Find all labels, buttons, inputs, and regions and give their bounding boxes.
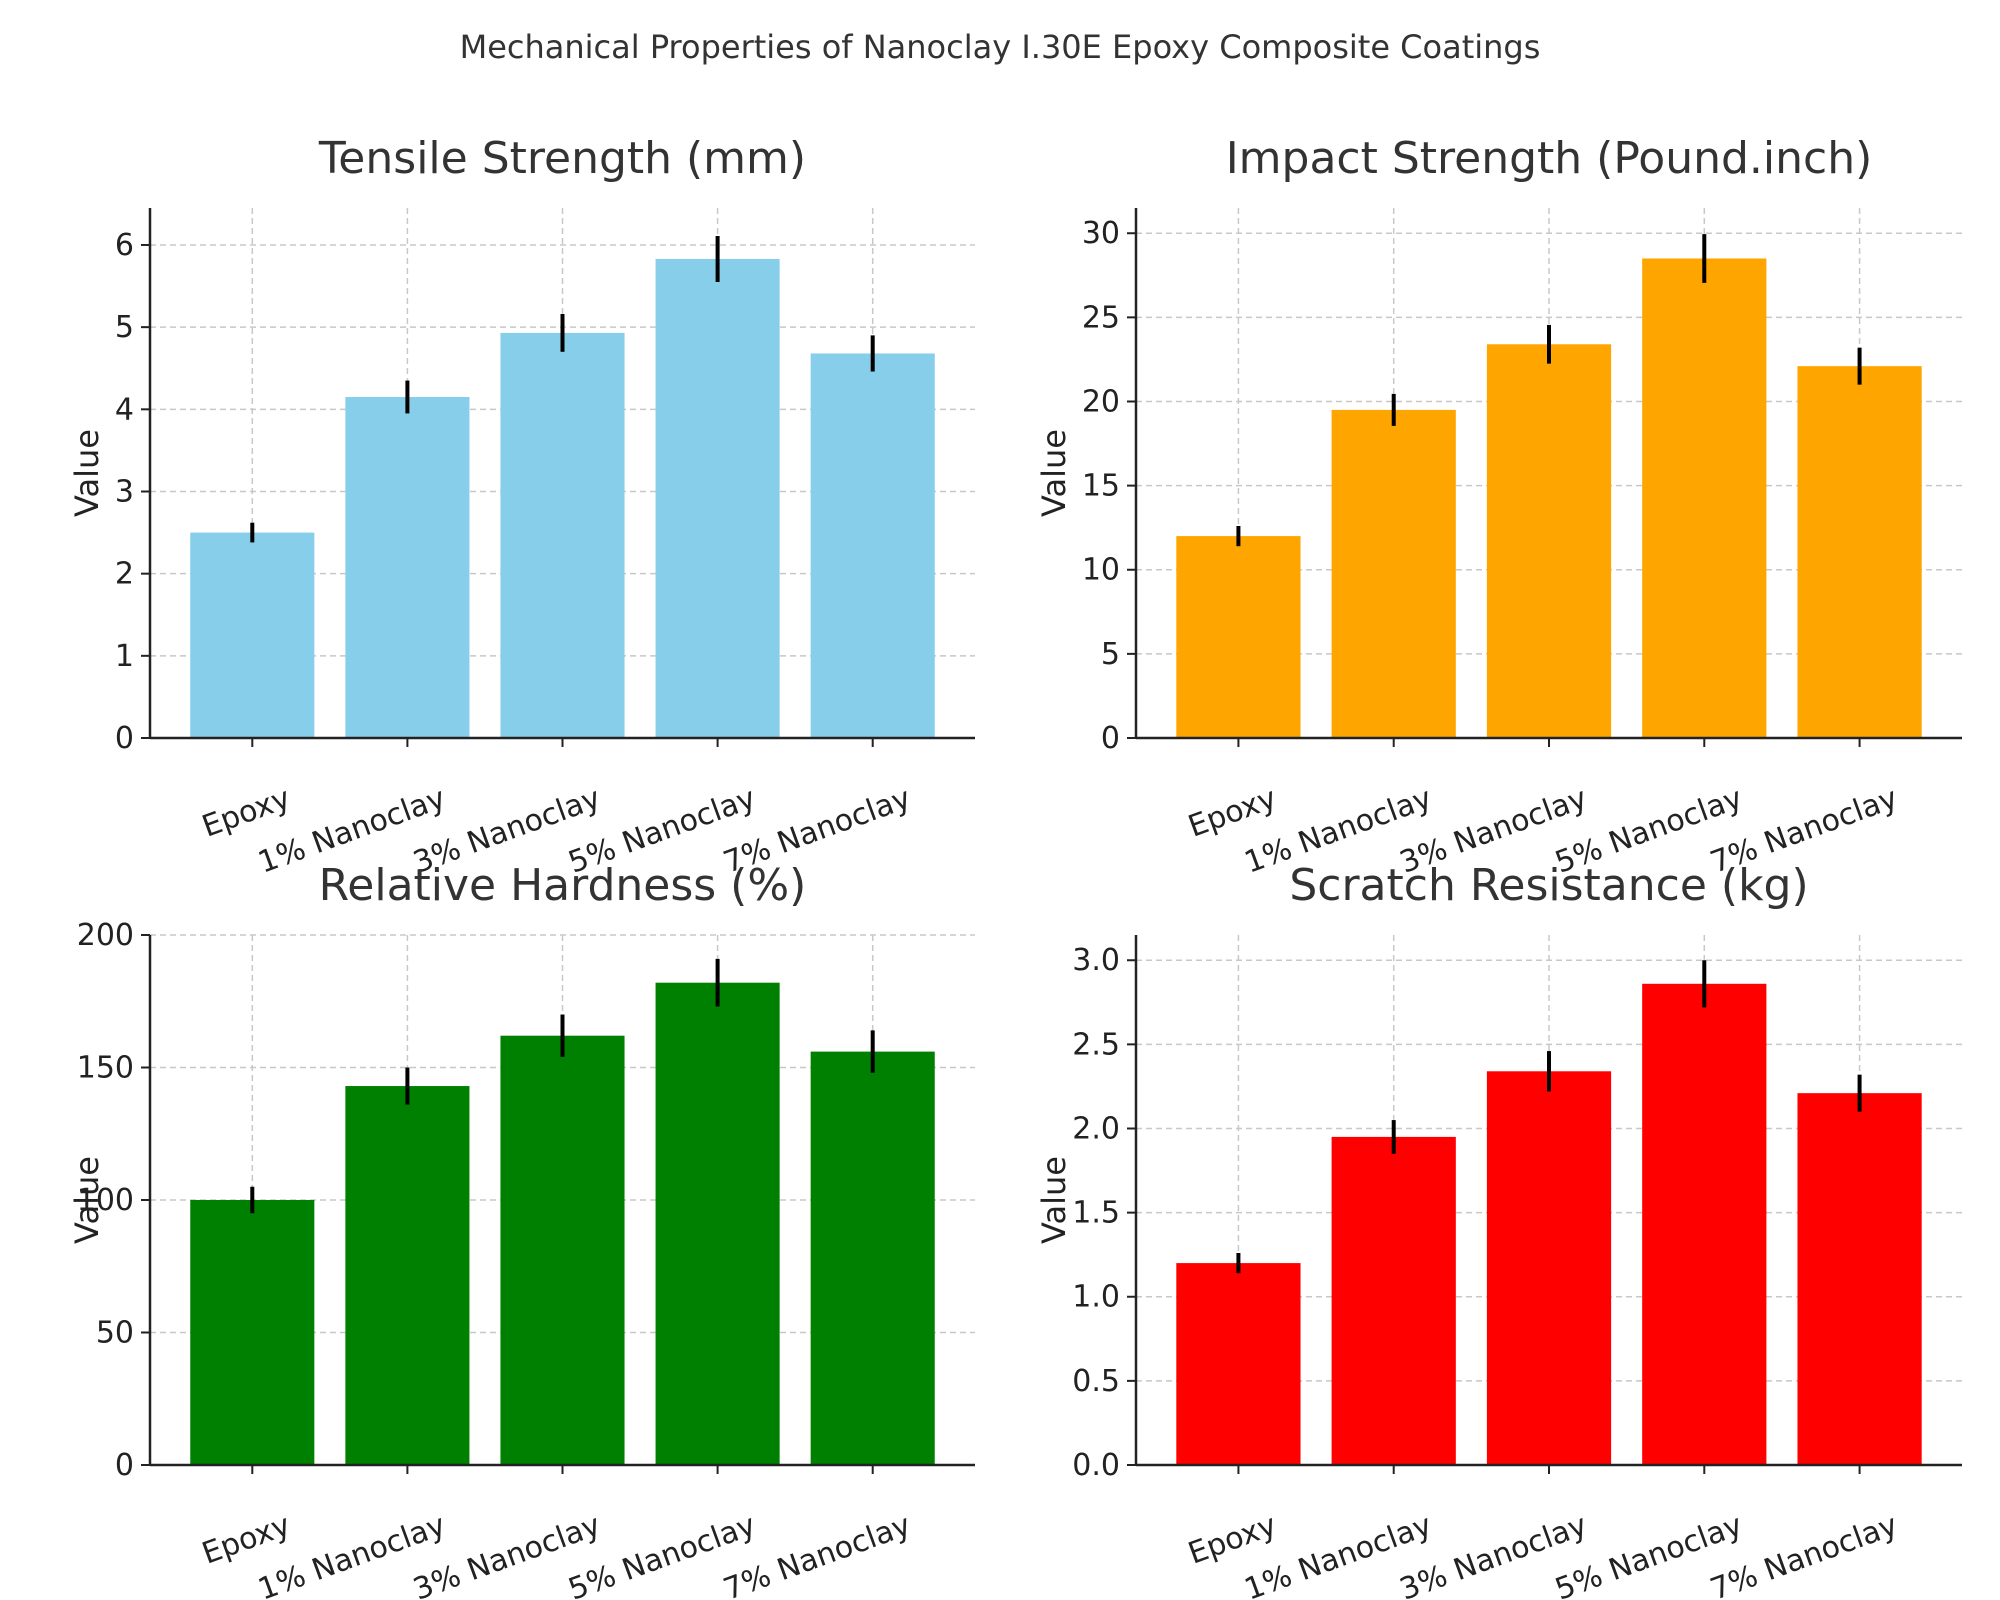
x-tick-label: Epoxy — [1184, 1508, 1281, 1572]
y-tick-label: 10 — [1082, 553, 1120, 588]
bar — [810, 353, 935, 738]
y-tick-label: 4 — [115, 392, 134, 427]
y-axis-label: Value — [1035, 429, 1073, 517]
y-tick-label: 3.0 — [1072, 943, 1120, 978]
y-axis-label: Value — [68, 429, 106, 517]
y-tick-label: 0 — [115, 1448, 134, 1483]
y-tick-label: 50 — [96, 1316, 134, 1351]
bar — [1797, 1093, 1922, 1465]
bar — [1797, 366, 1922, 738]
bar — [1642, 258, 1767, 738]
y-tick-label: 0.0 — [1072, 1448, 1120, 1483]
y-tick-label: 0 — [1101, 721, 1120, 756]
y-tick-label: 200 — [77, 918, 134, 953]
panel-title: Impact Strength (Pound.inch) — [1226, 133, 1873, 184]
x-tick-label: Epoxy — [198, 1508, 295, 1572]
chart-panel-2: Impact Strength (Pound.inch) 0 5 10 15 20 25 30… — [1035, 133, 1962, 881]
y-tick-label: 0 — [115, 721, 134, 756]
y-tick-label: 5 — [115, 310, 134, 345]
y-axis-label: Value — [68, 1156, 106, 1244]
y-tick-label: 1.5 — [1072, 1196, 1120, 1231]
bar — [1642, 983, 1767, 1465]
y-tick-label: 30 — [1082, 216, 1120, 251]
y-tick-label: 15 — [1082, 469, 1120, 504]
y-tick-label: 0.5 — [1072, 1364, 1120, 1399]
chart-panel-4: Scratch Resistance (kg) 0.0 0.5 1.0 1.5 2.0 2.… — [1035, 860, 1962, 1600]
chart-panel-3: Relative Hardness (%)050100150200Epoxy1%… — [68, 860, 975, 1600]
bar — [1486, 344, 1612, 738]
bar — [1176, 536, 1301, 738]
y-tick-label: 1 — [115, 639, 134, 674]
bar — [190, 532, 315, 738]
bar — [655, 258, 780, 738]
panel-title: Relative Hardness (%) — [319, 860, 807, 911]
y-tick-label: 25 — [1082, 300, 1120, 335]
bar — [810, 1051, 935, 1465]
bar — [500, 332, 625, 738]
bar — [1486, 1071, 1612, 1465]
y-tick-label: 100 — [77, 1183, 134, 1218]
y-tick-label: 3 — [115, 474, 134, 509]
figure-title: Mechanical Properties of Nanoclay I.30E … — [459, 28, 1541, 66]
bar — [500, 1035, 625, 1465]
bar — [190, 1200, 315, 1465]
y-tick-label: 150 — [77, 1051, 134, 1086]
bar — [655, 982, 780, 1465]
y-tick-label: 2.5 — [1072, 1027, 1120, 1062]
y-tick-label: 20 — [1082, 384, 1120, 419]
y-axis-label: Value — [1035, 1156, 1073, 1244]
bar — [1331, 1136, 1456, 1465]
x-tick-label: Epoxy — [198, 781, 295, 845]
y-tick-label: 2 — [115, 557, 134, 592]
bar — [1331, 409, 1456, 738]
y-tick-label: 1.0 — [1072, 1280, 1120, 1315]
bar — [345, 1086, 470, 1465]
panel-title: Scratch Resistance (kg) — [1289, 860, 1808, 911]
y-tick-label: 2.0 — [1072, 1111, 1120, 1146]
y-tick-label: 6 — [115, 228, 134, 263]
bar — [345, 396, 470, 738]
bar — [1176, 1263, 1301, 1465]
panel-title: Tensile Strength (mm) — [318, 133, 806, 184]
y-tick-label: 5 — [1101, 637, 1120, 672]
x-tick-label: Epoxy — [1184, 781, 1281, 845]
